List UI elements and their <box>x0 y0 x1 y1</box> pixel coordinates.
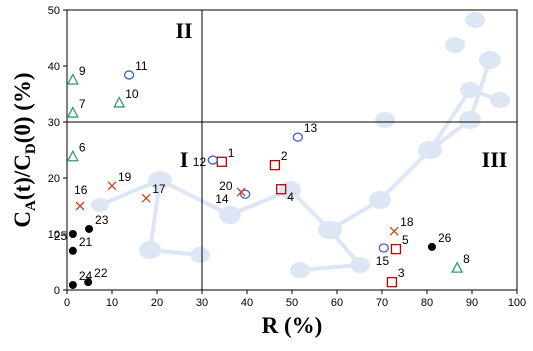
point-label: 24 <box>79 269 93 283</box>
point-label: 10 <box>125 87 139 101</box>
marker <box>386 277 398 288</box>
point-label: 19 <box>118 170 132 184</box>
point-label: 20 <box>219 179 233 193</box>
marker <box>68 246 77 255</box>
background-molecule <box>91 12 510 278</box>
marker <box>107 181 117 191</box>
point-label: 4 <box>287 190 294 204</box>
marker <box>207 155 218 165</box>
x-tick-label: 50 <box>286 297 298 309</box>
marker <box>269 159 281 171</box>
point-label: 1 <box>228 146 235 160</box>
marker <box>216 156 227 167</box>
point-label: 2 <box>281 149 288 163</box>
marker <box>66 149 79 162</box>
x-tick-label: 20 <box>151 297 163 309</box>
marker <box>141 193 151 203</box>
y-title-sub: D <box>23 143 39 154</box>
point-label: 22 <box>94 266 108 280</box>
x-tick-label: 10 <box>106 297 118 309</box>
marker <box>427 242 436 251</box>
quadrant-label: III <box>482 147 508 172</box>
y-title-sub: A <box>23 200 39 211</box>
point-label: 25 <box>54 229 68 243</box>
y-tick-label: 10 <box>48 229 60 241</box>
x-tick-label: 70 <box>376 297 388 309</box>
y-title-part: C <box>10 211 35 228</box>
y-axis-title: CA(t)/CD(0) (%) <box>10 72 39 227</box>
plot-frame <box>66 9 518 291</box>
marker <box>85 224 94 233</box>
point-label: 5 <box>402 233 409 247</box>
point-label: 26 <box>438 231 452 245</box>
marker <box>75 201 85 211</box>
marker <box>66 73 79 85</box>
marker <box>68 230 77 238</box>
marker <box>389 226 399 236</box>
point-label: 11 <box>135 59 148 73</box>
point-label: 16 <box>74 183 88 197</box>
x-tick-label: 60 <box>331 297 343 309</box>
y-tick-label: 40 <box>48 61 60 73</box>
point-label: 9 <box>79 64 86 78</box>
marker <box>378 243 389 253</box>
marker <box>292 132 304 142</box>
y-tick-label: 50 <box>48 5 60 17</box>
x-tick-label: 90 <box>466 297 478 309</box>
point-label: 13 <box>304 121 318 135</box>
point-label: 23 <box>95 213 109 227</box>
point-label: 15 <box>376 254 390 268</box>
point-label: 17 <box>152 182 166 196</box>
x-tick-label: 30 <box>196 297 208 309</box>
y-tick-label: 20 <box>48 173 60 185</box>
marker <box>276 184 287 195</box>
y-title-part: (t)/C <box>10 154 35 200</box>
point-label: 6 <box>79 141 86 155</box>
y-title-part: (0) (%) <box>10 72 35 143</box>
marker <box>390 243 402 255</box>
point-label: 7 <box>79 97 86 111</box>
marker <box>66 106 79 118</box>
marker <box>236 187 246 197</box>
point-label: 12 <box>193 155 207 169</box>
marker <box>68 280 77 289</box>
quadrant-label: I <box>180 147 189 172</box>
y-tick-label: 30 <box>48 117 60 129</box>
marker <box>123 70 135 80</box>
marker <box>451 261 464 273</box>
x-tick-label: 40 <box>241 297 253 309</box>
y-tick-label: 0 <box>54 285 60 297</box>
point-label: 14 <box>215 192 229 206</box>
x-tick-label: 100 <box>508 297 526 309</box>
x-tick-label: 0 <box>64 297 70 309</box>
point-label: 18 <box>400 215 414 229</box>
x-tick-label: 80 <box>421 297 433 309</box>
x-axis-title: R (%) <box>262 313 323 338</box>
point-label: 3 <box>398 266 405 280</box>
point-label: 8 <box>463 252 470 266</box>
marker <box>84 278 93 287</box>
marker <box>113 96 126 108</box>
quadrant-label: II <box>175 18 192 43</box>
point-label: 21 <box>79 235 93 249</box>
marker <box>240 189 251 199</box>
